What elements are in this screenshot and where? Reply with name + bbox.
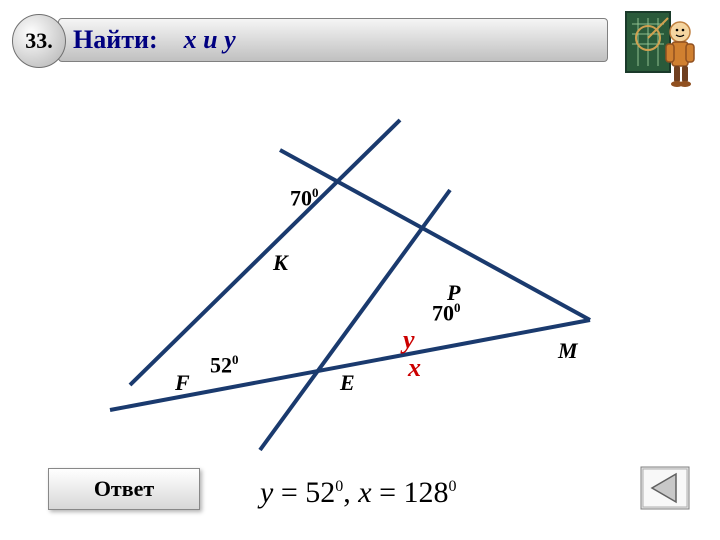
header-text: Найти: x и y xyxy=(73,25,236,55)
find-vars: x и y xyxy=(184,25,236,54)
answer-button[interactable]: Ответ xyxy=(48,468,200,510)
formula-y-var: y xyxy=(260,476,273,509)
nav-back-icon[interactable] xyxy=(640,466,690,510)
problem-number: 33. xyxy=(12,14,66,68)
geometry-diagram xyxy=(0,80,720,460)
point-label-K: К xyxy=(273,250,288,276)
find-label: Найти: xyxy=(73,25,158,54)
point-label-M: M xyxy=(558,338,578,364)
var-label-y: y xyxy=(403,325,415,355)
angle-label-bot52: 520 xyxy=(210,352,239,378)
point-label-E: E xyxy=(340,370,355,396)
answer-formula: y = 520, x = 1280 xyxy=(260,476,457,510)
var-label-x: x xyxy=(408,353,421,383)
header-bar: Найти: x и y xyxy=(58,18,608,62)
point-label-F: F xyxy=(175,370,190,396)
angle-label-mid70: 700 xyxy=(432,300,461,326)
formula-x-var: x xyxy=(358,476,371,509)
angle-label-top70: 700 xyxy=(290,185,319,211)
